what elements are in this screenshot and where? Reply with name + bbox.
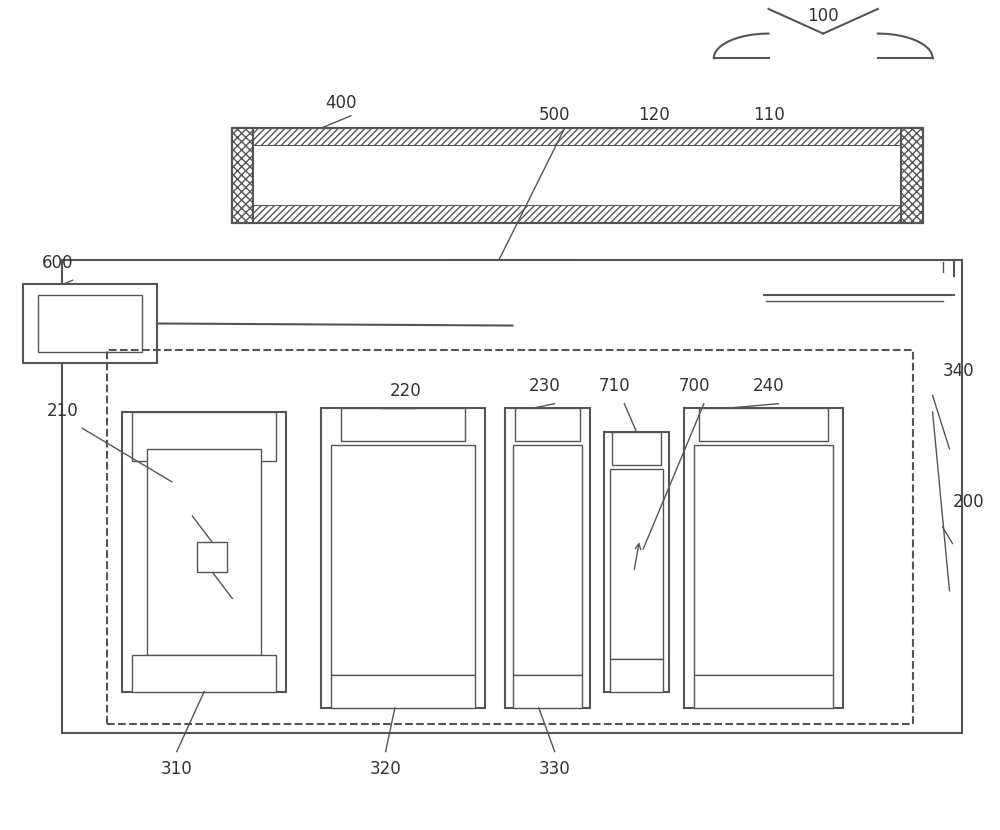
Bar <box>694 675 833 708</box>
Bar <box>232 205 923 222</box>
Bar <box>455 309 570 342</box>
Bar <box>604 432 669 691</box>
Bar <box>699 408 828 441</box>
Text: 710: 710 <box>599 378 630 395</box>
Text: 600: 600 <box>42 254 73 272</box>
Bar <box>38 295 142 352</box>
Text: 400: 400 <box>325 94 357 112</box>
Bar <box>445 260 580 305</box>
Text: 210: 210 <box>47 402 78 420</box>
Bar <box>610 659 663 691</box>
Text: 330: 330 <box>539 759 571 778</box>
Text: 240: 240 <box>753 378 784 395</box>
Text: 320: 320 <box>370 759 402 778</box>
Bar <box>513 445 582 675</box>
Bar <box>132 655 276 691</box>
Bar <box>505 408 590 708</box>
Text: 310: 310 <box>161 759 193 778</box>
Bar <box>331 445 475 675</box>
Bar <box>23 285 157 363</box>
Bar <box>197 543 227 572</box>
Text: 220: 220 <box>390 382 421 399</box>
Text: 230: 230 <box>529 378 561 395</box>
Text: 340: 340 <box>943 362 974 380</box>
Bar <box>694 445 833 675</box>
Bar <box>122 412 286 691</box>
Bar <box>232 128 923 222</box>
Text: 500: 500 <box>539 106 570 124</box>
Bar <box>232 128 923 146</box>
Bar <box>132 412 276 461</box>
Text: 100: 100 <box>807 7 839 26</box>
Bar <box>513 675 582 708</box>
Text: 120: 120 <box>638 106 670 124</box>
Bar <box>321 408 485 708</box>
Bar <box>689 276 764 313</box>
Bar <box>62 260 962 733</box>
Text: 200: 200 <box>952 493 984 511</box>
Bar <box>107 350 913 725</box>
Text: 110: 110 <box>753 106 784 124</box>
Text: 700: 700 <box>678 378 710 395</box>
Bar <box>232 146 923 205</box>
Bar <box>612 432 661 466</box>
Bar <box>684 408 843 708</box>
Bar <box>341 408 465 441</box>
Bar <box>147 449 261 655</box>
Bar <box>331 675 475 708</box>
Bar <box>610 470 663 659</box>
Bar <box>901 128 923 222</box>
Bar <box>232 128 253 222</box>
Bar <box>515 408 580 441</box>
